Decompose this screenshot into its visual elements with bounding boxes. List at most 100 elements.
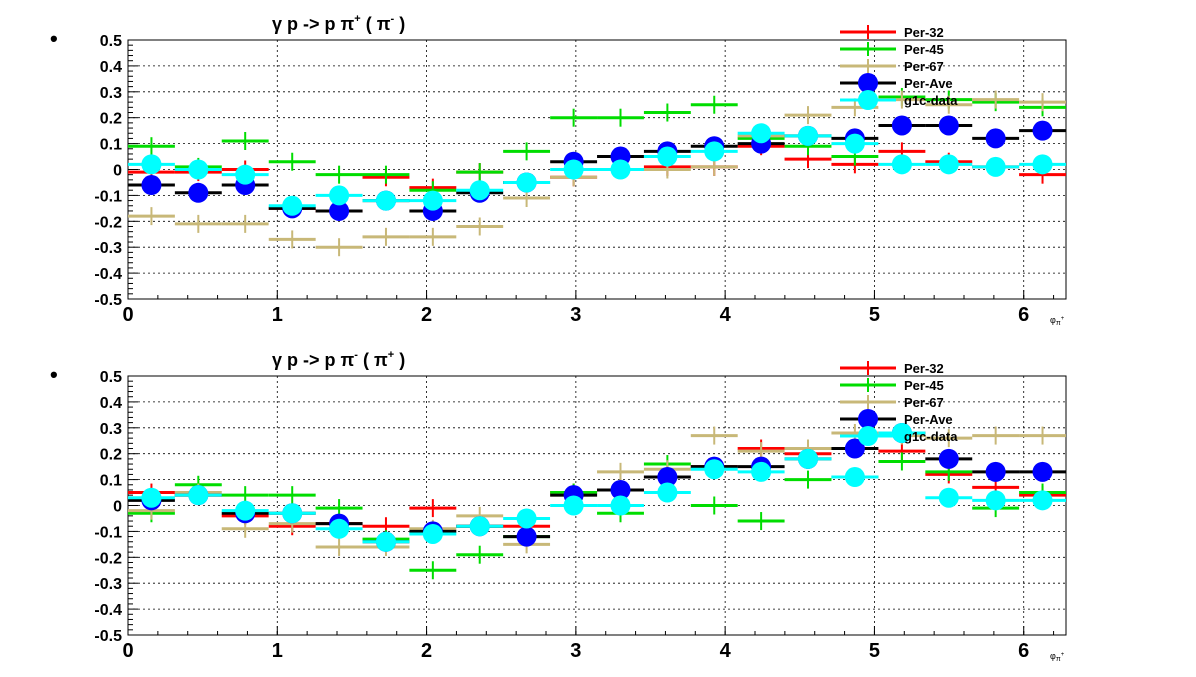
y-tick-label: 0.4 <box>100 395 122 412</box>
x-tick-label: 1 <box>272 304 283 326</box>
legend-item: Per-Ave <box>840 73 953 93</box>
marker-circle <box>610 495 631 516</box>
legend-marker <box>858 73 878 93</box>
marker-circle <box>516 508 537 529</box>
y-tick-label: -0.4 <box>94 602 122 619</box>
legend-label: Per-32 <box>904 361 944 376</box>
marker-circle <box>610 159 631 180</box>
data-point <box>268 152 316 171</box>
x-tick-label: 6 <box>1018 640 1029 662</box>
legend-item: Per-45 <box>840 42 944 57</box>
marker-circle <box>844 133 865 154</box>
data-point <box>315 165 363 184</box>
y-axis-label: • <box>50 26 58 51</box>
data-point <box>737 512 785 531</box>
data-point <box>690 95 738 114</box>
chart-title-main: γ p -> p π <box>272 350 355 370</box>
marker-circle <box>985 490 1006 511</box>
data-point <box>503 172 551 193</box>
marker-circle <box>844 467 865 488</box>
legend-item: Per-67 <box>840 395 944 410</box>
x-axis-label-sub: π <box>1056 656 1061 663</box>
data-point <box>221 214 269 233</box>
chart-title-paren-open: ( π <box>361 14 391 34</box>
y-tick-label: 0.5 <box>100 369 122 386</box>
marker-circle <box>141 487 162 508</box>
marker-circle <box>422 523 443 544</box>
marker-circle <box>1032 154 1053 175</box>
data-point <box>362 165 410 184</box>
data-point <box>268 195 316 216</box>
data-point <box>221 132 269 151</box>
chart-title-sup: + <box>354 13 360 25</box>
data-point <box>409 190 457 211</box>
chart-title: γ p -> p π- ( π+ ) <box>272 349 405 370</box>
marker-circle <box>188 485 209 506</box>
legend-item: Per-32 <box>840 25 944 40</box>
data-point <box>550 495 598 516</box>
chart-title-paren-open: ( π <box>358 350 388 370</box>
x-axis-label: φπ+ <box>1050 651 1065 663</box>
data-point <box>409 523 457 544</box>
data-point <box>831 467 879 488</box>
y-tick-label: 0 <box>113 163 122 180</box>
x-tick-label: 1 <box>272 640 283 662</box>
data-point <box>972 461 1020 482</box>
y-tick-label: -0.1 <box>94 188 122 205</box>
x-tick-label: 5 <box>869 640 880 662</box>
legend-item: g1c-data <box>840 90 958 110</box>
data-point <box>456 545 504 564</box>
data-point <box>174 182 222 203</box>
x-axis-label: φπ+ <box>1050 315 1065 327</box>
legend-item: Per-32 <box>840 361 944 376</box>
data-point <box>597 159 644 180</box>
marker-circle <box>1032 490 1053 511</box>
data-point <box>174 485 222 506</box>
y-tick-label: -0.1 <box>94 524 122 541</box>
x-axis-label-main: φ <box>1050 651 1056 661</box>
data-point <box>690 496 738 515</box>
data-point <box>1019 461 1066 482</box>
data-point <box>268 486 316 505</box>
legend-label: Per-Ave <box>904 76 953 91</box>
marker-circle <box>469 180 490 201</box>
x-tick-label: 0 <box>122 640 133 662</box>
data-point <box>503 508 551 529</box>
data-point <box>315 518 363 539</box>
y-tick-label: 0.3 <box>100 421 122 438</box>
y-tick-label: -0.5 <box>94 292 122 309</box>
data-point <box>925 95 973 114</box>
marker-circle <box>516 526 537 547</box>
data-point <box>737 123 785 144</box>
chart-title-paren-close: ) <box>394 350 405 370</box>
data-point <box>409 561 457 580</box>
legend-label: Per-67 <box>904 395 944 410</box>
marker-circle <box>985 156 1006 177</box>
data-point <box>315 537 363 556</box>
marker-circle <box>563 159 584 180</box>
legend-label: g1c-data <box>904 93 958 108</box>
chart-title-paren-close: ) <box>394 14 405 34</box>
marker-circle <box>235 500 256 521</box>
data-point <box>784 448 832 469</box>
data-point <box>784 125 832 146</box>
marker-circle <box>751 123 772 144</box>
legend-item: g1c-data <box>840 426 958 446</box>
marker-circle <box>141 154 162 175</box>
data-point <box>784 106 832 125</box>
legend-item: Per-67 <box>840 59 944 74</box>
y-tick-label: 0.1 <box>100 473 122 490</box>
marker-circle <box>798 448 819 469</box>
data-point <box>127 207 175 226</box>
x-tick-label: 3 <box>570 304 581 326</box>
legend-label: Per-67 <box>904 59 944 74</box>
x-tick-label: 3 <box>570 640 581 662</box>
legend-marker <box>858 409 878 429</box>
data-point <box>174 159 222 180</box>
data-point <box>972 490 1020 511</box>
y-tick-label: 0.3 <box>100 85 122 102</box>
data-point <box>315 238 363 257</box>
data-point <box>597 108 644 127</box>
top-panel: 0 1 2 3 4 5 6 0.5 0.4 0.3 0.2 0.1 0 -0.1 -0.2 -0.3 -0.4 -… <box>50 13 1067 327</box>
